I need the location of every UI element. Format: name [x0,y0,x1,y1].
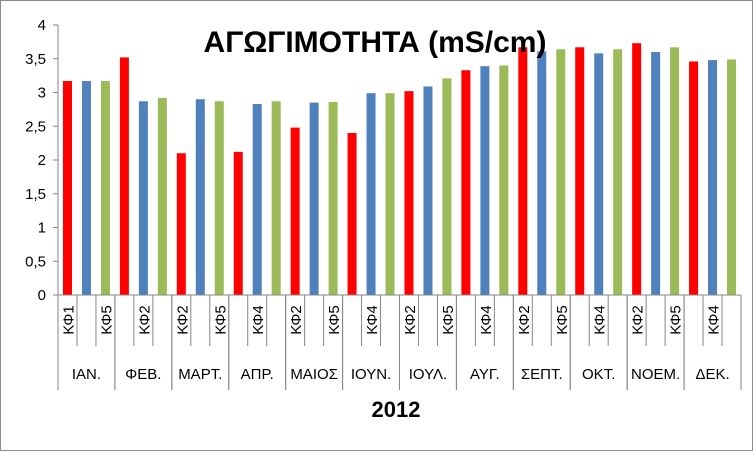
month-label: ΦΕΒ. [125,366,161,383]
month-label: ΟΚΤ. [582,366,615,383]
bar-kf4 [81,81,91,295]
y-tick-label: 0 [38,287,46,304]
bar-kf4 [252,103,262,295]
bar-kf4 [366,93,376,295]
month-label: ΙΟΥΛ. [409,366,447,383]
bar-kf2 [290,127,300,295]
bar-kf4 [651,52,661,295]
month-label: ΣΕΠΤ. [521,366,563,383]
station-label: ΚΦ5 [554,305,571,335]
station-label: ΚΦ4 [250,305,267,335]
bar-kf2 [461,70,471,295]
y-tick-label: 1 [38,220,46,237]
station-label: ΚΦ2 [288,305,305,335]
station-label: ΚΦ1 [60,305,77,335]
bar-kf5 [100,81,110,295]
bar-kf5 [727,59,737,295]
station-label: ΚΦ5 [440,305,457,335]
month-label: ΜΑΙΟΣ [290,366,338,383]
bar-kf4 [195,99,205,295]
station-label: ΚΦ2 [630,305,647,335]
bar-kf2 [518,47,528,295]
bar-kf4 [309,102,319,296]
station-label: ΚΦ2 [516,305,533,335]
station-label: ΚΦ5 [98,305,115,335]
chart-title: ΑΓΩΓΙΜΟΤΗΤΑ (mS/cm) [204,26,547,59]
y-tick-label: 0,5 [25,253,46,270]
bar-kf5 [271,101,281,295]
y-tick-label: 4 [38,17,46,34]
bar-kf5 [670,47,680,295]
month-label: ΙΟΥΝ. [351,366,391,383]
month-label: ΔΕΚ. [695,366,729,383]
bar-kf4 [594,53,604,295]
bar-kf5 [442,78,452,295]
y-tick-label: 2,5 [25,118,46,135]
bar-kf4 [537,51,547,295]
bar-kf4 [423,86,433,296]
bar-kf4 [138,101,148,295]
bar-kf2 [347,133,357,295]
station-label: ΚΦ5 [212,305,229,335]
station-label: ΚΦ2 [402,305,419,335]
station-label: ΚΦ4 [706,305,723,335]
bar-kf5 [499,65,509,295]
bar-kf2 [632,43,642,295]
bar-kf2 [176,153,186,295]
x-axis: ΚΦ1 ΚΦ5 ΙΑΝ. ΚΦ2 ΦΕΒ. ΚΦ2 ΚΦ5 ΜΑΡΤ. ΚΦ4 ΑΠΡ. ΚΦ2 ΚΦ… [57,294,742,390]
bars [62,43,737,296]
month-label: ΑΥΓ. [470,366,500,383]
bar-kf5 [385,93,395,295]
month-label: ΝΟΕΜ. [631,366,680,383]
station-label: ΚΦ4 [364,305,381,335]
y-tick-label: 3 [38,85,46,102]
bar-kf5 [157,97,167,296]
station-label: ΚΦ5 [668,305,685,335]
bar-kf4 [480,66,490,295]
bar-kf2 [233,151,243,295]
bar-kf5 [613,49,623,295]
bar-kf5 [328,101,338,295]
station-label: ΚΦ4 [478,305,495,335]
bar-kf4 [708,60,718,295]
month-label: ΜΑΡΤ. [178,366,222,383]
bar-kf1 [62,81,72,295]
bar-kf5 [556,49,566,295]
bar-kf2 [404,91,414,296]
bar-kf5 [214,101,224,295]
y-tick-label: 1,5 [25,186,46,203]
month-label: ΑΠΡ. [241,366,274,383]
y-tick-label: 3,5 [25,51,46,68]
bar-kf2 [119,57,129,296]
bar-kf2 [689,61,699,296]
month-label: ΙΑΝ. [72,366,101,383]
station-label: ΚΦ2 [174,305,191,335]
y-axis: 0 0,5 1 1,5 2 2,5 3 3,5 4 [25,17,59,304]
x-axis-title: 2012 [372,397,421,422]
station-label: ΚΦ5 [326,305,343,335]
y-tick-label: 2 [38,152,46,169]
bar-kf2 [575,47,585,295]
station-label: ΚΦ4 [592,305,609,335]
station-label: ΚΦ2 [136,305,153,335]
